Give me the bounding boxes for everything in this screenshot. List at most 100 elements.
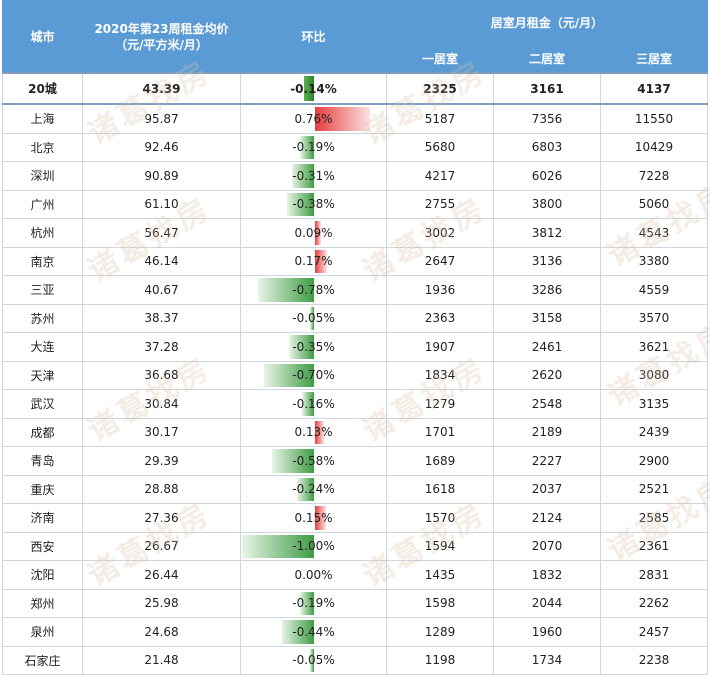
mom-cell: -0.38%: [240, 189, 387, 219]
mom-cell: -0.19%: [240, 588, 387, 618]
table-row: 三亚 40.67 -0.78% 1936 3286 4559: [2, 275, 708, 305]
mom-value: -0.14%: [290, 81, 337, 96]
avg-price-cell: 40.67: [82, 275, 241, 305]
three-bedroom-cell: 2900: [600, 446, 708, 476]
table-row: 苏州 38.37 -0.05% 2363 3158 3570: [2, 303, 708, 333]
mom-cell: -0.35%: [240, 332, 387, 362]
total-row: 20城 43.39 -0.14% 2325 3161 4137: [2, 72, 708, 105]
one-bedroom-cell: 2363: [386, 303, 494, 333]
mom-bar-negative: [296, 477, 314, 501]
avg-price-cell: 21.48: [82, 645, 241, 675]
mom-bar-negative: [300, 591, 314, 615]
two-bedroom-cell: 3286: [493, 275, 601, 305]
three-bedroom-cell: 2361: [600, 531, 708, 561]
one-bedroom-cell: 1198: [386, 645, 494, 675]
mom-cell: 0.00%: [240, 560, 387, 590]
header-avg-line1: 2020年第23周租金均价: [94, 21, 229, 36]
avg-price-cell: 24.68: [82, 617, 241, 647]
mom-value: -0.19%: [292, 596, 335, 611]
table-row: 武汉 30.84 -0.16% 1279 2548 3135: [2, 389, 708, 419]
mom-cell: -0.05%: [240, 303, 387, 333]
avg-price-cell: 27.36: [82, 503, 241, 533]
table-row: 天津 36.68 -0.70% 1834 2620 3080: [2, 360, 708, 390]
two-bedroom-cell: 1734: [493, 645, 601, 675]
city-cell: 杭州: [2, 218, 83, 248]
avg-price-cell: 43.39: [82, 72, 241, 105]
mom-bar-positive: [315, 420, 325, 444]
mom-value: 0.15%: [294, 510, 333, 525]
table-row: 大连 37.28 -0.35% 1907 2461 3621: [2, 332, 708, 362]
three-bedroom-cell: 10429: [600, 132, 708, 162]
three-bedroom-cell: 3135: [600, 389, 708, 419]
one-bedroom-cell: 1570: [386, 503, 494, 533]
mom-value: 0.17%: [294, 254, 333, 269]
one-bedroom-cell: 3002: [386, 218, 494, 248]
one-bedroom-cell: 1598: [386, 588, 494, 618]
table-row: 重庆 28.88 -0.24% 1618 2037 2521: [2, 474, 708, 504]
city-cell: 北京: [2, 132, 83, 162]
table-body: 20城 43.39 -0.14% 2325 3161 4137 上海 95.87 0.76% 51…: [2, 72, 708, 675]
avg-price-cell: 26.44: [82, 560, 241, 590]
three-bedroom-cell: 2457: [600, 617, 708, 647]
mom-cell: -0.70%: [240, 360, 387, 390]
three-bedroom-cell: 5060: [600, 189, 708, 219]
city-cell: 郑州: [2, 588, 83, 618]
mom-bar-negative: [291, 164, 314, 188]
mom-cell: 0.76%: [240, 103, 387, 134]
table-row: 南京 46.14 0.17% 2647 3136 3380: [2, 246, 708, 276]
header-avg-price: 2020年第23周租金均价 （元/平方米/月）: [82, 0, 241, 74]
city-cell: 重庆: [2, 474, 83, 504]
two-bedroom-cell: 3800: [493, 189, 601, 219]
mom-bar-positive: [315, 249, 328, 273]
one-bedroom-cell: 1701: [386, 417, 494, 447]
mom-bar-negative: [310, 306, 314, 330]
avg-price-cell: 29.39: [82, 446, 241, 476]
one-bedroom-cell: 1435: [386, 560, 494, 590]
three-bedroom-cell: 3621: [600, 332, 708, 362]
three-bedroom-cell: 2521: [600, 474, 708, 504]
city-cell: 天津: [2, 360, 83, 390]
city-cell: 济南: [2, 503, 83, 533]
mom-value: -1.00%: [292, 539, 335, 554]
header-city: 城市: [2, 0, 83, 74]
city-cell: 石家庄: [2, 645, 83, 675]
mom-value: -0.78%: [292, 282, 335, 297]
mom-cell: -0.78%: [240, 275, 387, 305]
mom-cell: -0.05%: [240, 645, 387, 675]
table-row: 石家庄 21.48 -0.05% 1198 1734 2238: [2, 645, 708, 675]
two-bedroom-cell: 2070: [493, 531, 601, 561]
avg-price-cell: 37.28: [82, 332, 241, 362]
city-cell: 深圳: [2, 161, 83, 191]
three-bedroom-cell: 2585: [600, 503, 708, 533]
one-bedroom-cell: 2325: [386, 72, 494, 105]
avg-price-cell: 26.67: [82, 531, 241, 561]
mom-bar-negative: [242, 534, 314, 558]
two-bedroom-cell: 1960: [493, 617, 601, 647]
one-bedroom-cell: 1289: [386, 617, 494, 647]
three-bedroom-cell: 7228: [600, 161, 708, 191]
mom-value: -0.24%: [292, 482, 335, 497]
mom-cell: 0.15%: [240, 503, 387, 533]
mom-cell: -0.31%: [240, 161, 387, 191]
mom-value: 0.76%: [294, 111, 333, 126]
one-bedroom-cell: 5187: [386, 103, 494, 134]
mom-bar-negative: [257, 278, 314, 302]
city-cell: 沈阳: [2, 560, 83, 590]
mom-bar-negative: [263, 363, 314, 387]
mom-cell: 0.09%: [240, 218, 387, 248]
two-bedroom-cell: 2044: [493, 588, 601, 618]
avg-price-cell: 25.98: [82, 588, 241, 618]
mom-value: -0.16%: [292, 396, 335, 411]
mom-cell: -0.14%: [240, 72, 387, 105]
three-bedroom-cell: 3380: [600, 246, 708, 276]
avg-price-cell: 61.10: [82, 189, 241, 219]
two-bedroom-cell: 3161: [493, 72, 601, 105]
mom-bar-negative: [303, 76, 314, 101]
city-cell: 苏州: [2, 303, 83, 333]
header-rent-group: 居室月租金（元/月）: [386, 0, 708, 44]
city-cell: 泉州: [2, 617, 83, 647]
three-bedroom-cell: 2238: [600, 645, 708, 675]
two-bedroom-cell: 3812: [493, 218, 601, 248]
